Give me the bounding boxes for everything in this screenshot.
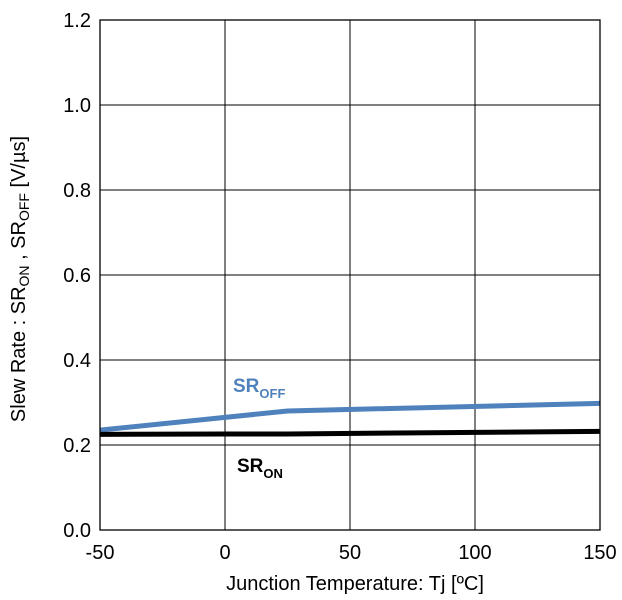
x-tick-label: 50 bbox=[339, 542, 361, 564]
y-tick-label: 1.2 bbox=[63, 10, 91, 32]
y-tick-label: 0.0 bbox=[63, 520, 91, 542]
y-tick-label: 0.6 bbox=[63, 265, 91, 287]
series-lines bbox=[99, 400, 601, 437]
plot-frame bbox=[99, 19, 601, 531]
series-label-sr-off: SROFF bbox=[233, 376, 285, 401]
y-tick-label: 0.2 bbox=[63, 435, 91, 457]
series-line-sr-off bbox=[99, 400, 601, 433]
series-line-sr-on bbox=[99, 428, 601, 437]
series-label-sr-off-main: SR bbox=[233, 376, 260, 397]
y-tick-label: 0.8 bbox=[63, 180, 91, 202]
series-label-sr-off-sub: OFF bbox=[259, 386, 285, 401]
y-tick-labels: 0.0 0.2 0.4 0.6 0.8 1.0 1.2 bbox=[63, 10, 91, 542]
x-tick-labels: -50 0 50 100 150 bbox=[86, 542, 617, 564]
x-tick-label: 100 bbox=[458, 542, 491, 564]
y-axis-title: Slew Rate : SRON , SROFF [V/µs] bbox=[8, 136, 32, 422]
x-tick-label: 0 bbox=[219, 542, 230, 564]
y-axis-title-suffix: [V/µs] bbox=[8, 136, 30, 193]
chart-grid bbox=[99, 19, 601, 531]
y-axis-title-on-sub: ON bbox=[16, 265, 32, 286]
x-tick-label: 150 bbox=[583, 542, 616, 564]
y-tick-label: 1.0 bbox=[63, 95, 91, 117]
series-label-sr-on: SRON bbox=[237, 456, 283, 481]
x-axis-title: Junction Temperature: Tj [ºC] bbox=[226, 573, 484, 595]
series-label-sr-on-main: SR bbox=[237, 456, 264, 477]
x-tick-label: -50 bbox=[86, 542, 115, 564]
y-tick-label: 0.4 bbox=[63, 350, 91, 372]
y-axis-title-prefix: Slew Rate : SR bbox=[8, 286, 30, 422]
y-axis-title-off-sub: OFF bbox=[16, 193, 32, 221]
y-axis-title-separator: , SR bbox=[8, 221, 30, 265]
series-label-sr-on-sub: ON bbox=[263, 466, 283, 481]
